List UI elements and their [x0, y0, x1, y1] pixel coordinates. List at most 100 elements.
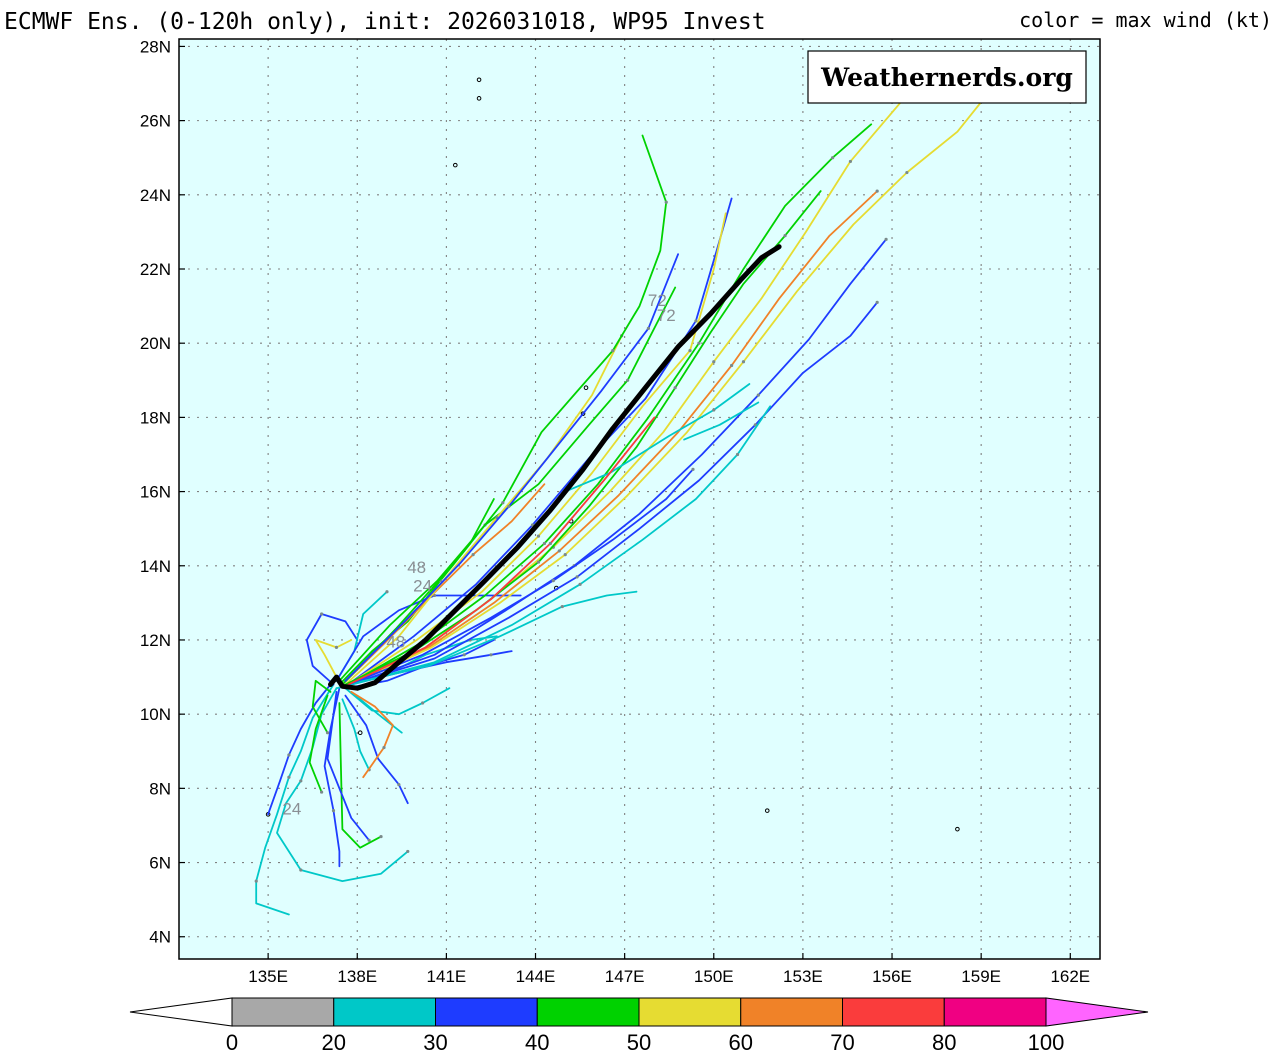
track-point: [884, 237, 888, 241]
x-tick-label: 147E: [605, 967, 645, 986]
island-outline: [476, 96, 482, 101]
x-tick-label: 144E: [516, 967, 556, 986]
track-point: [691, 467, 695, 471]
y-tick-label: 8N: [149, 779, 171, 798]
track-point: [664, 200, 668, 204]
forecast-hour-label: 24: [413, 577, 432, 596]
track-ens-16: [311, 679, 332, 734]
y-tick-label: 28N: [140, 37, 171, 56]
track-point: [287, 775, 291, 779]
forecast-hour-label: 24: [282, 799, 301, 818]
track-point: [735, 452, 740, 457]
track-ens-22: [341, 483, 546, 686]
x-tick-label: 138E: [337, 967, 377, 986]
y-tick-label: 14N: [140, 557, 171, 576]
colorbar-tick-label: 70: [830, 1030, 854, 1055]
track-point: [875, 189, 879, 193]
colorbar-segment: [740, 997, 843, 1027]
track-ens-39: [564, 383, 751, 493]
colorbar: 0 20 30 40 50 60 70 80 100: [129, 997, 1149, 1055]
track-ens-25: [341, 134, 668, 686]
track-point: [507, 504, 511, 509]
colorbar-tick-label: 50: [627, 1030, 651, 1055]
island-outline: [453, 162, 458, 168]
colorbar-low-arrow: [129, 997, 233, 1027]
y-tick-label: 24N: [140, 186, 171, 205]
track-ens-15: [350, 691, 394, 779]
y-tick-label: 6N: [149, 854, 171, 873]
track-point: [626, 378, 630, 382]
track-ens-03: [267, 679, 335, 816]
track-point: [397, 783, 401, 787]
forecast-hour-label: 72: [657, 306, 676, 325]
track-point: [379, 834, 383, 839]
colorbar-tick-label: 60: [729, 1030, 753, 1055]
track-point: [712, 360, 716, 364]
track-point: [848, 159, 853, 164]
color-legend-note: color = max wind (kt): [1019, 8, 1272, 32]
island-outline: [583, 385, 589, 391]
y-tick-label: 22N: [140, 260, 171, 279]
track-ens-35: [350, 405, 772, 686]
colorbar-segment: [536, 997, 640, 1027]
track-ens-07: [344, 694, 409, 805]
track-point: [299, 779, 303, 783]
track-point: [756, 393, 760, 397]
x-axis: 135E 138E 141E 144E 147E 150E 153E 156E 159E 162E: [248, 953, 1090, 986]
track-point: [421, 701, 425, 705]
watermark-text: Weathernerds.org: [820, 63, 1073, 92]
track-point: [432, 593, 437, 598]
track-point: [299, 868, 303, 872]
y-tick-label: 10N: [140, 705, 171, 724]
y-tick-label: 18N: [140, 408, 171, 427]
track-point: [697, 341, 701, 345]
track-ens-11: [305, 613, 359, 686]
track-point: [694, 319, 698, 323]
track-point: [557, 549, 561, 553]
track-ens-38: [344, 190, 822, 686]
colorbar-segment: [333, 997, 436, 1027]
island-outline: [580, 411, 586, 416]
colorbar-segment: [435, 997, 538, 1027]
track-point: [287, 753, 291, 757]
track-point: [548, 541, 552, 546]
track-point: [462, 653, 466, 657]
island-outline: [955, 826, 960, 832]
colorbar-tick-label: 0: [226, 1030, 238, 1055]
track-point: [730, 363, 734, 368]
track-point: [536, 534, 541, 538]
x-tick-label: 159E: [961, 967, 1001, 986]
x-tick-label: 141E: [427, 967, 467, 986]
x-tick-label: 150E: [694, 967, 734, 986]
track-point: [831, 156, 835, 160]
track-point: [646, 326, 651, 330]
track-point: [325, 731, 330, 735]
x-tick-label: 156E: [872, 967, 912, 986]
forecast-hour-label: 48: [407, 558, 426, 577]
y-tick-label: 16N: [140, 483, 171, 502]
forecast-hour-label: 48: [386, 632, 405, 651]
track-ens-10: [350, 691, 403, 734]
colorbar-high-arrow: [1045, 997, 1149, 1027]
track-point: [575, 575, 579, 579]
track-point: [536, 560, 541, 564]
track-point: [501, 501, 505, 505]
chart-title: ECMWF Ens. (0-120h only), init: 20260310…: [4, 9, 766, 35]
plot-area: [179, 39, 1100, 959]
track-point: [331, 809, 336, 813]
colorbar-tick-label: 100: [1028, 1030, 1065, 1055]
track-point: [551, 579, 555, 583]
island-outline: [357, 730, 363, 736]
track-point: [783, 234, 787, 238]
track-ens-14: [344, 687, 451, 716]
track-ens-31: [350, 190, 879, 686]
track-point: [320, 612, 324, 616]
track-point: [673, 386, 677, 390]
forecast-hour-label: 72: [648, 291, 667, 310]
track-point: [406, 849, 410, 854]
track-point: [741, 360, 746, 364]
track-point: [560, 604, 564, 609]
track-point: [688, 349, 692, 353]
